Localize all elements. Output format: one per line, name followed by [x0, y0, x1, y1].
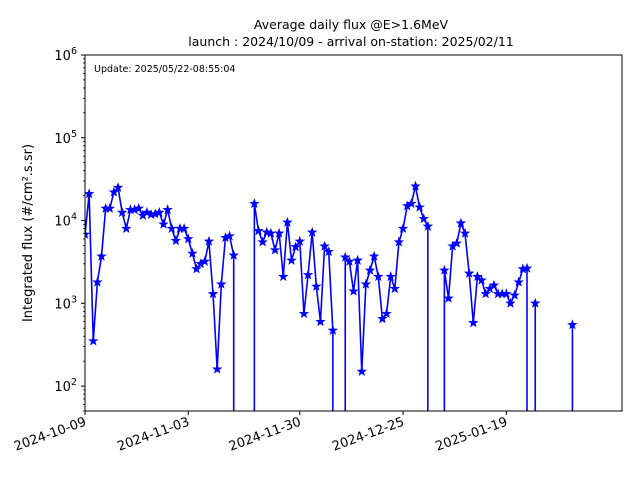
data-point-marker — [257, 236, 268, 247]
data-point-marker — [418, 213, 429, 224]
data-point-marker — [397, 223, 409, 233]
data-point-marker — [451, 237, 462, 248]
data-point-marker — [294, 235, 306, 246]
data-point-marker — [410, 180, 421, 191]
update-annotation: Update: 2025/05/22-08:55:04 — [94, 64, 235, 75]
data-point-marker — [340, 251, 351, 262]
data-point-marker — [203, 235, 215, 246]
data-point-marker — [356, 366, 367, 376]
y-tick-label: 106 — [54, 46, 77, 64]
plot-area — [85, 180, 578, 411]
data-point-marker — [439, 264, 450, 275]
data-point-marker — [187, 248, 198, 258]
data-point-marker — [364, 264, 376, 275]
data-point-marker — [360, 278, 372, 289]
data-point-marker — [505, 297, 516, 308]
data-point-marker — [282, 216, 293, 227]
data-point-marker — [455, 217, 467, 228]
y-tick-label: 104 — [54, 212, 77, 230]
data-point-marker — [162, 204, 173, 215]
data-point-marker — [327, 324, 339, 335]
chart-subtitle: launch : 2024/10/09 - arrival on-station… — [188, 34, 513, 49]
data-point-marker — [207, 288, 219, 299]
data-point-marker — [368, 250, 380, 261]
data-point-marker — [315, 316, 326, 327]
data-point-marker — [158, 218, 169, 229]
data-point-marker — [513, 276, 524, 287]
data-point-marker — [488, 279, 500, 290]
y-axis-label: Integrated flux (#/cm².s.sr) — [21, 144, 36, 322]
data-point-marker — [302, 269, 314, 280]
data-point-marker — [216, 278, 227, 289]
data-point-marker — [96, 250, 107, 261]
data-point-marker — [170, 235, 182, 246]
data-point-marker — [567, 319, 578, 330]
data-point-marker — [199, 256, 211, 266]
data-point-marker — [224, 230, 235, 241]
y-tick-label: 103 — [54, 294, 77, 312]
data-point-marker — [348, 285, 359, 296]
y-tick-label: 105 — [54, 129, 77, 147]
data-point-marker — [422, 220, 434, 231]
data-point-marker — [480, 288, 491, 299]
data-point-marker — [253, 225, 264, 236]
data-point-marker — [112, 182, 124, 193]
data-point-marker — [521, 262, 533, 273]
data-point-marker — [269, 244, 281, 255]
data-point-marker — [133, 202, 144, 213]
data-point-marker — [121, 223, 132, 233]
data-point-marker — [389, 283, 401, 294]
data-point-marker — [108, 186, 120, 197]
data-point-marker — [385, 271, 396, 282]
data-point-marker — [311, 280, 322, 291]
data-point-marker — [298, 308, 310, 319]
data-point-marker — [393, 236, 405, 247]
data-point-marker — [249, 198, 260, 209]
data-point-marker — [265, 227, 277, 238]
data-point-marker — [178, 223, 190, 233]
data-point-marker — [141, 207, 153, 217]
data-point-marker — [306, 226, 318, 237]
data-point-marker — [104, 202, 115, 213]
data-point-marker — [468, 317, 479, 328]
data-point-marker — [85, 188, 95, 199]
data-point-marker — [85, 228, 91, 239]
data-point-marker — [92, 276, 103, 287]
data-point-marker — [373, 271, 384, 282]
data-point-marker — [88, 335, 99, 346]
data-point-marker — [183, 233, 194, 244]
data-point-marker — [323, 246, 334, 257]
data-point-marker — [290, 241, 301, 252]
data-point-marker — [286, 254, 297, 265]
data-point-marker — [459, 227, 471, 238]
data-point-marker — [154, 207, 165, 217]
data-point-marker — [191, 263, 202, 274]
data-point-marker — [443, 292, 454, 303]
data-point-marker — [352, 254, 363, 265]
data-point-marker — [166, 223, 177, 233]
data-point-marker — [278, 271, 289, 282]
data-point-marker — [509, 289, 520, 300]
data-point-marker — [414, 201, 425, 212]
data-point-marker — [273, 227, 285, 238]
chart-title: Average daily flux @E>1.6MeV — [254, 17, 449, 32]
data-point-marker — [319, 240, 330, 251]
data-point-marker — [381, 308, 392, 319]
data-point-marker — [211, 363, 223, 374]
series-group — [85, 180, 578, 411]
data-point-marker — [501, 288, 512, 299]
data-point-marker — [476, 274, 487, 285]
data-point-marker — [463, 267, 475, 278]
y-tick-label: 102 — [54, 377, 77, 395]
data-point-marker — [406, 198, 417, 209]
data-point-marker — [344, 256, 355, 266]
data-point-marker — [377, 313, 388, 324]
data-point-marker — [228, 249, 239, 260]
data-point-marker — [530, 297, 541, 308]
data-point-marker — [116, 207, 128, 217]
